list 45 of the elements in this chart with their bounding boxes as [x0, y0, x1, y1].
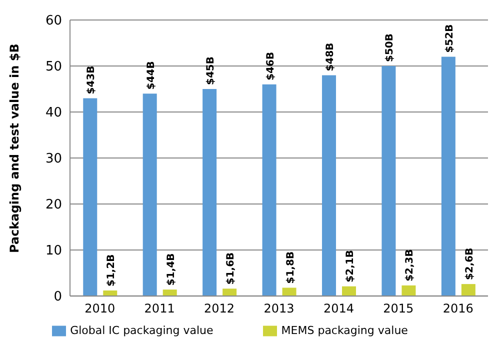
y-axis-title: Packaging and test value in $B — [7, 44, 22, 253]
bar — [83, 98, 98, 296]
bar — [461, 284, 476, 296]
x-tick-label: 2016 — [442, 302, 474, 316]
bar — [222, 288, 237, 296]
bar — [282, 288, 296, 296]
data-label: $1,2B — [106, 254, 118, 286]
data-label: $1,4B — [166, 253, 177, 286]
data-label: $2,3B — [404, 249, 416, 282]
data-label: $2,6B — [464, 248, 476, 280]
x-tick-label: 2011 — [144, 302, 175, 316]
bar — [342, 286, 356, 296]
data-label: $50B — [384, 34, 396, 62]
y-tick-label: 50 — [45, 60, 62, 75]
data-label: $2,1B — [344, 250, 356, 282]
y-tick-label: 20 — [45, 198, 62, 213]
x-tick-label: 2013 — [264, 302, 294, 316]
y-tick-label: 40 — [45, 106, 62, 121]
bar — [162, 290, 177, 296]
x-tick-label: 2015 — [383, 302, 414, 316]
y-tick-label: 30 — [45, 152, 62, 167]
x-tick-label: 2012 — [204, 302, 235, 316]
x-tick-label: 2014 — [323, 302, 354, 316]
data-label: $1,6B — [226, 252, 237, 285]
data-label: $52B — [444, 24, 456, 53]
bar — [103, 290, 118, 296]
bar — [142, 94, 157, 296]
data-label: $1,8B — [285, 251, 296, 284]
data-label: $43B — [86, 66, 98, 94]
x-tick-label: 2010 — [84, 302, 116, 316]
bar — [382, 66, 396, 296]
y-tick-label: 10 — [45, 244, 62, 259]
data-label: $45B — [206, 56, 217, 85]
data-label: $46B — [265, 52, 276, 80]
bar — [441, 56, 456, 296]
y-tick-label: 0 — [54, 290, 62, 305]
bar — [202, 89, 217, 296]
y-tick-label: 60 — [45, 14, 62, 29]
data-label: $44B — [146, 61, 157, 90]
bar — [402, 285, 416, 296]
bar — [262, 84, 276, 296]
legend-label: MEMS packaging value — [281, 324, 408, 338]
bar — [322, 75, 336, 296]
legend-label: Global IC packaging value — [70, 324, 214, 338]
data-label: $48B — [324, 42, 336, 72]
